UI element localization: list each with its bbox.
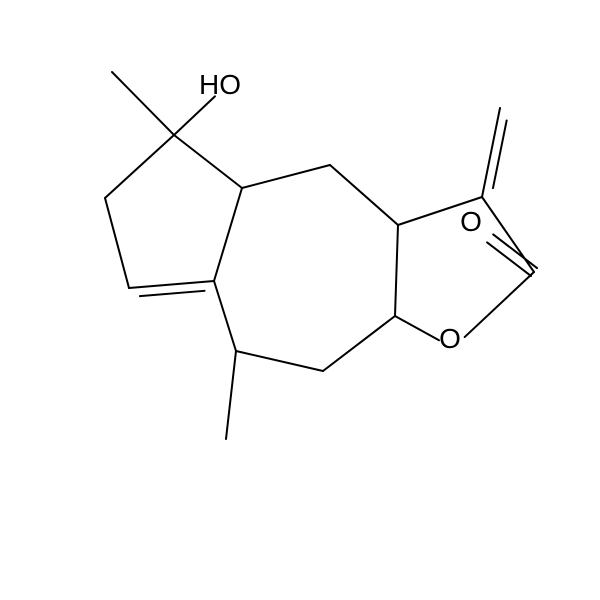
svg-text:O: O bbox=[460, 206, 482, 237]
svg-text:O: O bbox=[439, 323, 461, 354]
molecule-diagram: HO O O bbox=[0, 0, 600, 600]
svg-text:HO: HO bbox=[199, 69, 241, 100]
bonds-group bbox=[105, 72, 537, 439]
